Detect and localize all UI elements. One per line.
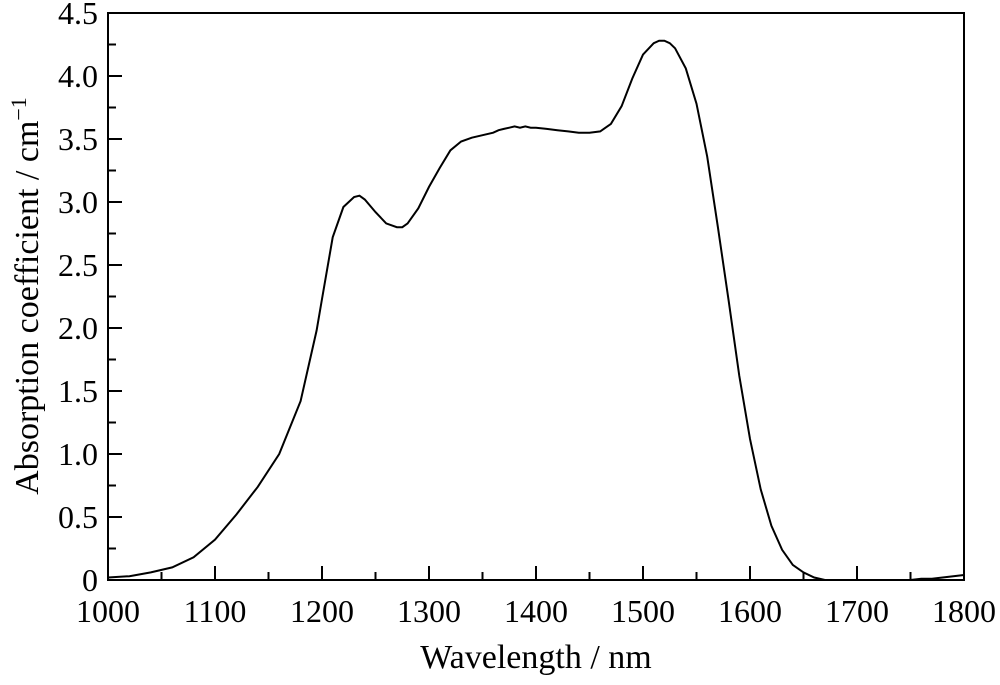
absorption-curve (107, 39, 965, 581)
y-tick-label: 2.5 (58, 247, 98, 283)
x-tick-label: 1200 (290, 593, 354, 629)
y-axis-title: Absorption coefficient / cm−1 (6, 97, 46, 495)
x-tick-label: 1000 (76, 593, 140, 629)
plot-frame (107, 12, 965, 581)
x-tick-label: 1800 (932, 593, 996, 629)
x-tick-label: 1400 (504, 593, 568, 629)
y-tick-label: 2.0 (58, 310, 98, 346)
y-tick-label: 1.5 (58, 373, 98, 409)
y-tick-label: 3.5 (58, 121, 98, 157)
x-tick-label: 1100 (184, 593, 247, 629)
x-tick-label: 1700 (825, 593, 889, 629)
y-tick-label: 0.5 (58, 499, 98, 535)
y-tick-label: 1.0 (58, 436, 98, 472)
x-tick-label: 1600 (718, 593, 782, 629)
y-tick-label: 4.5 (58, 0, 98, 31)
y-tick-label: 3.0 (58, 184, 98, 220)
y-axis-title-superscript: −1 (6, 97, 31, 120)
y-tick-label: 0 (82, 562, 98, 598)
y-axis-title-main: Absorption coefficient / cm (9, 121, 46, 495)
y-tick-label: 4.0 (58, 58, 98, 94)
x-axis-title: Wavelength / nm (420, 639, 651, 676)
x-tick-label: 1300 (397, 593, 461, 629)
x-tick-group: 1000 1100 1200 1300 1400 1500 1600 1700 1800 (76, 566, 996, 629)
y-tick-group: 0 0.5 1.0 1.5 2.0 2.5 3.0 3.5 4.0 4.5 (58, 0, 122, 598)
x-tick-label: 1500 (611, 593, 675, 629)
